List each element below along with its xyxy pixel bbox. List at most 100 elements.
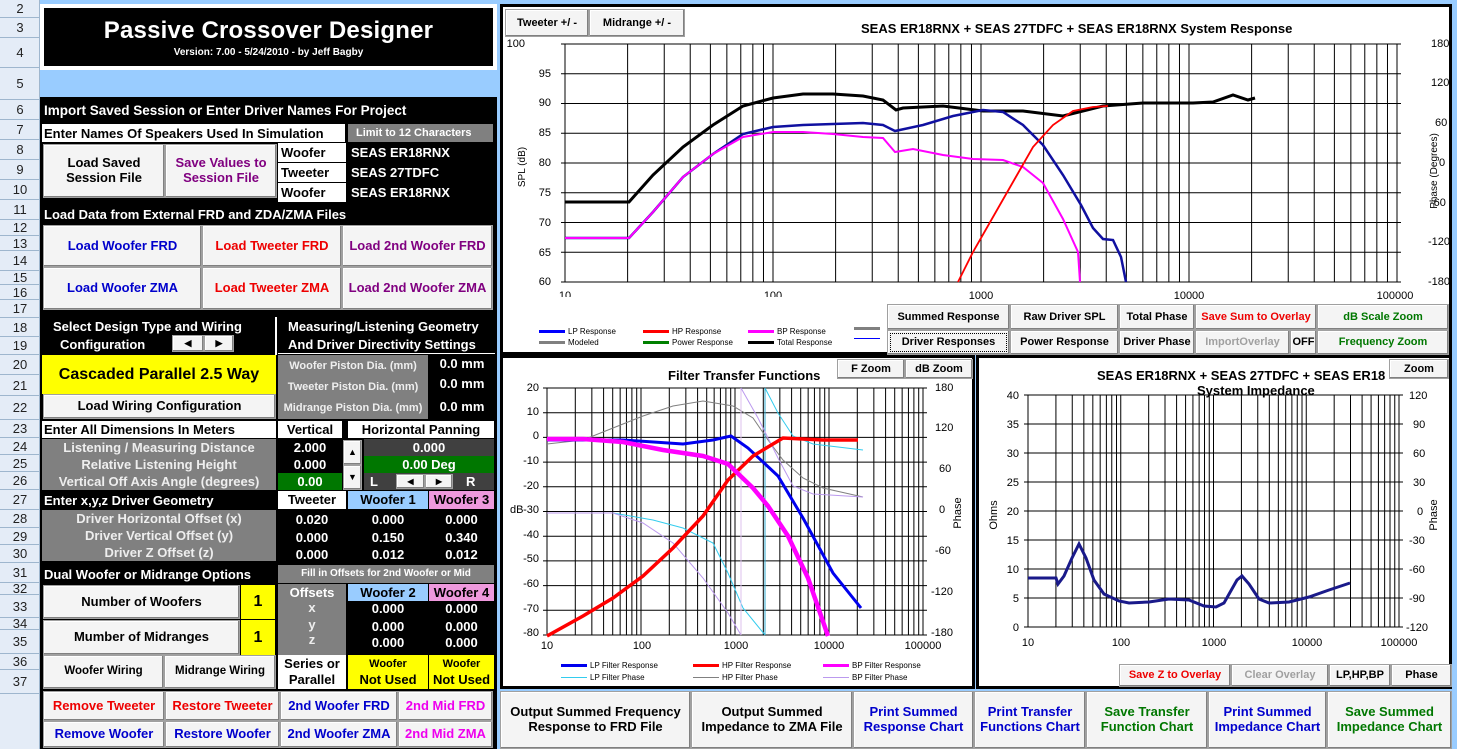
row-header[interactable]: 20	[0, 355, 40, 375]
pan-right-button[interactable]: ▶	[425, 474, 453, 489]
restore-tweeter-button[interactable]: Restore Tweeter	[165, 691, 280, 721]
impedance-zoom-button[interactable]: Zoom	[1389, 359, 1449, 379]
number-of-midranges-button[interactable]: Mumber of Midranges	[43, 620, 240, 655]
row-header[interactable]: 21	[0, 375, 40, 396]
midrange-piston-value[interactable]: 0.0 mm	[439, 399, 485, 414]
row-header[interactable]: 24	[0, 438, 40, 455]
pan-left-button[interactable]: ◀	[396, 474, 425, 489]
raw-driver-spl-button[interactable]: Raw Driver SPL	[1010, 304, 1119, 330]
load-tweeter-frd-button[interactable]: Load Tweeter FRD	[202, 225, 342, 267]
spin-up-button[interactable]: ▲	[343, 440, 362, 465]
save-z-overlay-button[interactable]: Save Z to Overlay	[1119, 664, 1231, 687]
remove-woofer-button[interactable]: Remove Woofer	[43, 721, 165, 748]
row-header[interactable]: 22	[0, 396, 40, 420]
row-header[interactable]: 8	[0, 140, 40, 160]
clear-overlay-button[interactable]: Clear Overlay	[1231, 664, 1329, 687]
midrange-adjust-button[interactable]: Midrange +/ -	[589, 9, 685, 37]
driver-name-input-3[interactable]: SEAS ER18RNX	[351, 185, 450, 200]
row-header[interactable]: 33	[0, 595, 40, 618]
row-header[interactable]: 37	[0, 670, 40, 694]
output-frd-button[interactable]: Output Summed Frequency Response to FRD …	[500, 691, 691, 749]
print-transfer-chart-button[interactable]: Print Transfer Functions Chart	[974, 691, 1086, 749]
woofer2-y[interactable]: 0.000	[371, 619, 405, 634]
summed-response-button[interactable]: Summed Response	[887, 304, 1010, 330]
woofer3-y[interactable]: 0.340	[445, 530, 478, 545]
row-header[interactable]: 29	[0, 528, 40, 545]
row-header[interactable]: 16	[0, 285, 40, 300]
save-transfer-chart-button[interactable]: Save Transfer Function Chart	[1086, 691, 1208, 749]
row-header[interactable]: 2	[0, 0, 40, 18]
row-header[interactable]: 19	[0, 337, 40, 355]
phase-button[interactable]: Phase	[1391, 664, 1452, 687]
woofer1-z[interactable]: 0.012	[371, 547, 405, 562]
row-header[interactable]: 18	[0, 318, 40, 337]
row-header[interactable]: 27	[0, 490, 40, 510]
load-2nd-woofer-frd-button[interactable]: Load 2nd Woofer FRD	[342, 225, 493, 267]
driver-name-input-2[interactable]: SEAS 27TDFC	[351, 165, 440, 180]
print-impedance-chart-button[interactable]: Print Summed Impedance Chart	[1208, 691, 1327, 749]
row-header[interactable]: 6	[0, 100, 40, 120]
spin-down-button[interactable]: ▼	[343, 465, 362, 490]
load-woofer-frd-button[interactable]: Load Woofer FRD	[43, 225, 202, 267]
save-session-button[interactable]: Save Values to Session File	[165, 144, 277, 198]
design-prev-button[interactable]: ◀	[172, 335, 204, 352]
horizontal-value[interactable]: 0.000	[364, 439, 494, 456]
2nd-mid-zma-button[interactable]: 2nd Mid ZMA	[398, 721, 493, 748]
load-session-button[interactable]: Load Saved Session File	[43, 144, 165, 198]
woofer2-z[interactable]: 0.000	[371, 635, 405, 650]
row-header[interactable]: 11	[0, 200, 40, 220]
row-header[interactable]: 28	[0, 510, 40, 528]
row-header[interactable]: 35	[0, 630, 40, 654]
save-sum-overlay-button[interactable]: Save Sum to Overlay	[1195, 304, 1317, 330]
filter-db-zoom-button[interactable]: dB Zoom	[905, 359, 973, 379]
power-response-button[interactable]: Power Response	[1010, 330, 1119, 355]
listening-distance-value[interactable]: 2.000	[293, 440, 327, 455]
row-header[interactable]: 23	[0, 420, 40, 438]
import-overlay-button[interactable]: ImportOverlay	[1195, 330, 1290, 355]
load-woofer-zma-button[interactable]: Load Woofer ZMA	[43, 267, 202, 310]
row-header[interactable]: 34	[0, 616, 40, 631]
driver-responses-button[interactable]: Driver Responses	[887, 330, 1010, 355]
2nd-mid-frd-button[interactable]: 2nd Mid FRD	[398, 691, 493, 721]
row-header[interactable]: 13	[0, 236, 40, 251]
number-of-midranges-value[interactable]: 1	[241, 620, 275, 655]
tweeter-piston-value[interactable]: 0.0 mm	[439, 376, 485, 391]
tweeter-x[interactable]: 0.020	[295, 512, 329, 527]
f-zoom-button[interactable]: F Zoom	[837, 359, 905, 379]
row-header[interactable]: 7	[0, 120, 40, 140]
listening-height-value[interactable]: 0.000	[293, 457, 327, 472]
row-header[interactable]: 17	[0, 300, 40, 318]
tweeter-z[interactable]: 0.000	[295, 547, 329, 562]
woofer4-y[interactable]: 0.000	[445, 619, 478, 634]
row-header[interactable]: 15	[0, 270, 40, 285]
remove-tweeter-button[interactable]: Remove Tweeter	[43, 691, 165, 721]
number-of-woofers-value[interactable]: 1	[241, 585, 275, 619]
print-summed-response-button[interactable]: Print Summed Response Chart	[853, 691, 974, 749]
row-header[interactable]: 26	[0, 472, 40, 490]
woofer-wiring-button[interactable]: Woofer Wiring	[43, 655, 164, 689]
2nd-woofer-zma-button[interactable]: 2nd Woofer ZMA	[280, 721, 398, 748]
row-header[interactable]: 30	[0, 545, 40, 563]
design-next-button[interactable]: ▶	[204, 335, 234, 352]
woofer1-y[interactable]: 0.150	[371, 530, 405, 545]
row-header[interactable]: 25	[0, 455, 40, 472]
row-header[interactable]: 12	[0, 220, 40, 236]
driver-phase-button[interactable]: Driver Phase	[1119, 330, 1195, 355]
row-header[interactable]: 9	[0, 160, 40, 180]
row-header[interactable]: 31	[0, 563, 40, 583]
woofer-piston-value[interactable]: 0.0 mm	[439, 356, 485, 371]
design-type-selector[interactable]: Cascaded Parallel 2.5 Way	[42, 355, 276, 394]
driver-name-input-1[interactable]: SEAS ER18RNX	[351, 145, 450, 160]
row-header[interactable]: 3	[0, 18, 40, 38]
restore-woofer-button[interactable]: Restore Woofer	[165, 721, 280, 748]
tweeter-adjust-button[interactable]: Tweeter +/ -	[505, 9, 589, 37]
load-wiring-button[interactable]: Load Wiring Configuration	[43, 394, 276, 419]
overlay-off-button[interactable]: OFF	[1290, 330, 1317, 355]
lp-hp-bp-button[interactable]: LP,HP,BP	[1329, 664, 1391, 687]
total-phase-button[interactable]: Total Phase	[1119, 304, 1195, 330]
row-header[interactable]: 4	[0, 38, 40, 68]
frequency-zoom-button[interactable]: Frequency Zoom	[1317, 330, 1449, 355]
woofer4-x[interactable]: 0.000	[445, 601, 478, 616]
off-axis-angle-value[interactable]: 0.00	[278, 473, 342, 490]
row-header[interactable]: 36	[0, 654, 40, 670]
